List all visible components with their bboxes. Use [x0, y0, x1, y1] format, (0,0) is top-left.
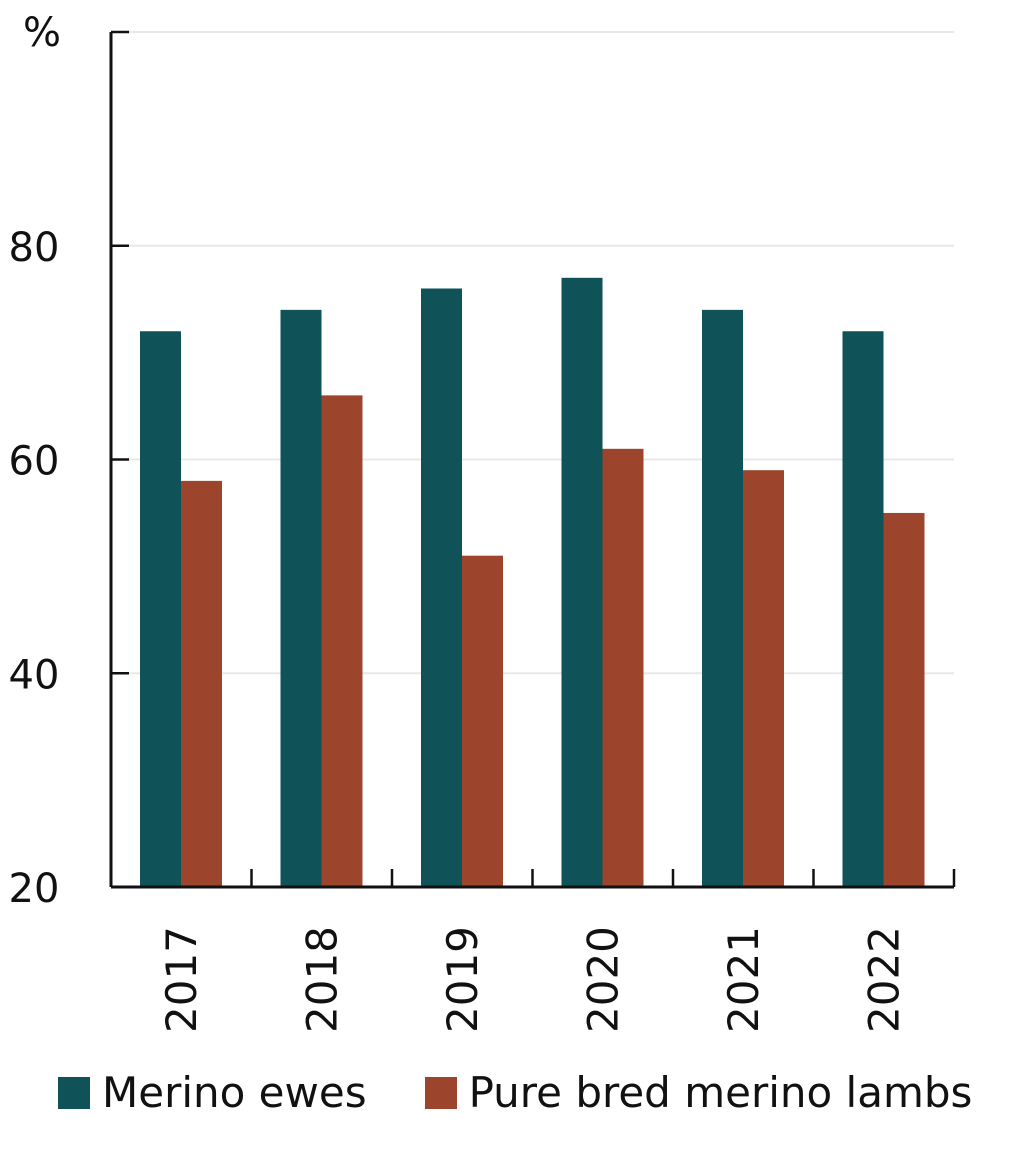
- x-tick-label: 2018: [298, 926, 347, 1033]
- bar-merino-lambs-2020: [602, 448, 644, 887]
- x-tick-label: 2020: [579, 926, 628, 1033]
- x-tick-label: 2019: [438, 926, 487, 1033]
- y-axis-label: %: [23, 10, 61, 56]
- bar-merino-ewes-2017: [140, 331, 181, 887]
- bar-merino-lambs-2022: [883, 512, 925, 887]
- bar-merino-lambs-2018: [321, 395, 363, 887]
- bar-merino-ewes-2021: [702, 309, 743, 887]
- legend: Merino ewes Pure bred merino lambs: [58, 1068, 972, 1117]
- legend-swatch-merino-ewes: [58, 1076, 90, 1109]
- bar-merino-lambs-2021: [743, 470, 784, 887]
- bar-merino-ewes-2018: [280, 309, 322, 887]
- legend-label-merino-lambs: Pure bred merino lambs: [468, 1068, 973, 1117]
- legend-label-merino-ewes: Merino ewes: [102, 1068, 367, 1117]
- bar-merino-lambs-2017: [181, 480, 222, 887]
- y-tick-label: 80: [9, 225, 60, 271]
- x-tick-label: 2017: [157, 926, 206, 1033]
- bar-merino-ewes-2019: [421, 288, 462, 887]
- bar-merino-ewes-2020: [561, 277, 603, 887]
- gridlines: [111, 31, 954, 675]
- axes: 20 40 60 80 2017 2018 2019 2020 2021 2022: [9, 30, 956, 1033]
- x-tick-label: 2022: [860, 926, 909, 1033]
- legend-item-merino-lambs: Pure bred merino lambs: [424, 1068, 973, 1117]
- y-tick-label: 20: [9, 866, 60, 912]
- legend-item-merino-ewes: Merino ewes: [58, 1068, 367, 1117]
- y-tick-label: 40: [9, 652, 60, 698]
- bars: [140, 277, 925, 887]
- y-tick-label: 60: [9, 439, 60, 485]
- bar-merino-lambs-2019: [462, 555, 503, 887]
- bar-merino-ewes-2022: [842, 331, 884, 887]
- x-tick-label: 2021: [719, 926, 768, 1033]
- legend-swatch-merino-lambs: [424, 1076, 457, 1109]
